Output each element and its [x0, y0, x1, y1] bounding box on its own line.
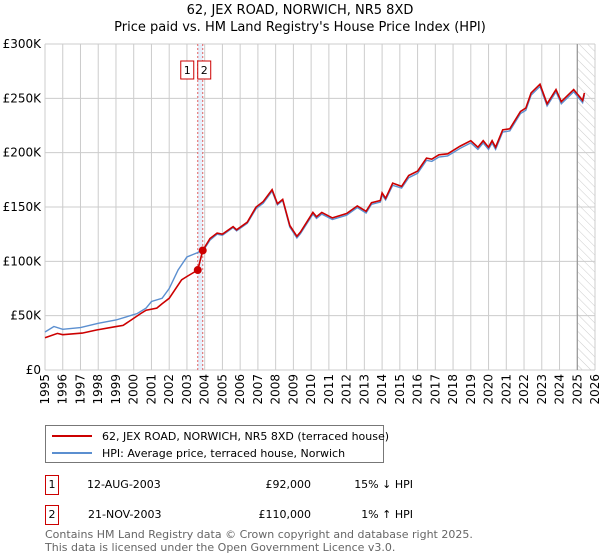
forecast-hatch [577, 44, 595, 370]
transaction-date: 21-NOV-2003 [88, 508, 162, 521]
x-tick-label: 2010 [304, 374, 318, 405]
legend-swatch-red [52, 435, 92, 437]
footer-copyright: Contains HM Land Registry data © Crown c… [45, 528, 473, 541]
x-tick-label: 2006 [233, 374, 247, 405]
legend-swatch-blue [52, 452, 92, 454]
legend-label: HPI: Average price, terraced house, Norw… [102, 446, 346, 460]
footer-licence: This data is licensed under the Open Gov… [45, 541, 396, 554]
x-tick-label: 2000 [127, 374, 141, 405]
annotation-label-1: 1 [184, 64, 191, 77]
y-tick-label: £300K [3, 37, 43, 51]
x-tick-label: 2013 [357, 374, 371, 405]
transaction-price: £92,000 [265, 478, 312, 491]
y-tick-label: £0 [26, 363, 41, 377]
x-tick-label: 1998 [91, 374, 105, 405]
x-tick-label: 2011 [322, 374, 336, 405]
annotation-label-2: 2 [201, 64, 208, 77]
y-tick-label: £100K [3, 254, 43, 268]
x-tick-label: 2003 [180, 374, 194, 405]
y-tick-label: £200K [3, 146, 43, 160]
x-tick-label: 1996 [56, 374, 70, 405]
y-tick-label: £250K [3, 91, 43, 105]
transaction-date: 12-AUG-2003 [87, 478, 161, 491]
transaction-price: £110,000 [258, 508, 312, 521]
x-tick-label: 2022 [517, 374, 531, 405]
annotation-box-2 [197, 60, 212, 80]
sale-marker-1 [193, 266, 202, 275]
x-tick-label: 2018 [446, 374, 460, 405]
y-tick-label: £150K [3, 200, 43, 214]
legend-item-property: 62, JEX ROAD, NORWICH, NR5 8XD (terraced… [52, 429, 389, 443]
x-tick-label: 2001 [144, 374, 158, 405]
x-tick-label: 1995 [38, 374, 52, 405]
transaction-badge: 1 [45, 475, 59, 495]
x-tick-label: 2016 [411, 374, 425, 405]
x-tick-label: 2015 [393, 374, 407, 405]
property-price-line [44, 82, 586, 339]
x-tick-label: 2017 [428, 374, 442, 405]
x-tick-label: 2012 [340, 374, 354, 405]
x-tick-label: 1997 [73, 374, 87, 405]
x-tick-label: 2002 [162, 374, 176, 405]
x-tick-label: 2021 [499, 374, 513, 405]
x-tick-label: 2020 [482, 374, 496, 405]
x-tick-label: 2004 [198, 374, 212, 405]
x-tick-label: 2014 [375, 374, 389, 405]
x-tick-label: 2026 [588, 374, 600, 405]
footer: Contains HM Land Registry data © Crown c… [45, 528, 473, 554]
transaction-row: 1 12-AUG-2003 £92,000 15% ↓ HPI [45, 475, 413, 495]
x-tick-label: 2007 [251, 374, 265, 405]
chart-subtitle: Price paid vs. HM Land Registry's House … [114, 20, 486, 35]
x-tick-label: 2005 [215, 374, 229, 405]
x-tick-label: 2025 [570, 374, 584, 405]
x-tick-label: 2023 [535, 374, 549, 405]
legend-item-hpi: HPI: Average price, terraced house, Norw… [52, 446, 345, 460]
transaction-hpi: 15% ↓ HPI [354, 478, 413, 491]
x-tick-label: 2019 [464, 374, 478, 405]
hpi-line [44, 85, 586, 333]
transaction-row: 2 21-NOV-2003 £110,000 1% ↑ HPI [45, 505, 413, 525]
x-tick-label: 2009 [286, 374, 300, 405]
transaction-hpi: 1% ↑ HPI [361, 508, 413, 521]
chart-title: 62, JEX ROAD, NORWICH, NR5 8XD [186, 3, 414, 18]
transaction-band [197, 44, 203, 370]
legend-label: 62, JEX ROAD, NORWICH, NR5 8XD (terraced… [102, 429, 390, 443]
x-tick-label: 2008 [269, 374, 283, 405]
y-tick-label: £50K [10, 309, 42, 323]
transaction-badge: 2 [45, 505, 59, 525]
x-tick-label: 1999 [109, 374, 123, 405]
sale-marker-2 [198, 246, 207, 255]
annotation-box-1 [180, 60, 195, 80]
x-tick-label: 2024 [553, 374, 567, 405]
legend: 62, JEX ROAD, NORWICH, NR5 8XD (terraced… [45, 425, 389, 463]
